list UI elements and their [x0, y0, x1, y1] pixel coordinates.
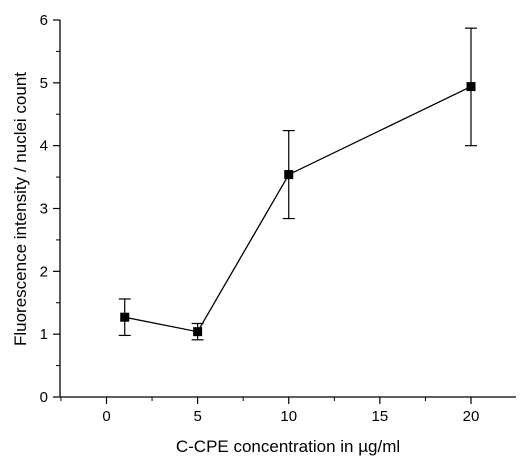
data-point-square: [120, 312, 130, 322]
series-lines: [124, 86, 472, 333]
data-point-square: [466, 82, 476, 92]
x-tick-label: 10: [280, 408, 297, 425]
data-point-square: [284, 170, 294, 180]
y-tick-label: 6: [40, 12, 48, 29]
series-line: [124, 86, 472, 333]
y-tick-label: 5: [40, 75, 48, 92]
axes: [59, 20, 516, 398]
x-tick-label: 15: [372, 408, 389, 425]
x-tick-label: 20: [463, 408, 480, 425]
x-tick-label: 0: [102, 408, 110, 425]
x-axis-title: C-CPE concentration in µg/ml: [176, 437, 400, 456]
y-axis-title: Fluorescence intensity / nuclei count: [11, 72, 30, 346]
y-tick-label: 1: [40, 326, 48, 343]
data-point-square: [193, 327, 203, 337]
y-tick-label: 3: [40, 201, 48, 218]
y-tick-label: 2: [40, 263, 48, 280]
x-tick-label: 5: [193, 408, 201, 425]
y-tick-label: 4: [40, 138, 48, 155]
axis-ticks: 0 5 10 15 20 0 1 2 3 4 5 6: [40, 12, 480, 425]
y-tick-label: 0: [40, 389, 48, 406]
error-bars: [118, 27, 477, 341]
data-points: [120, 82, 476, 337]
